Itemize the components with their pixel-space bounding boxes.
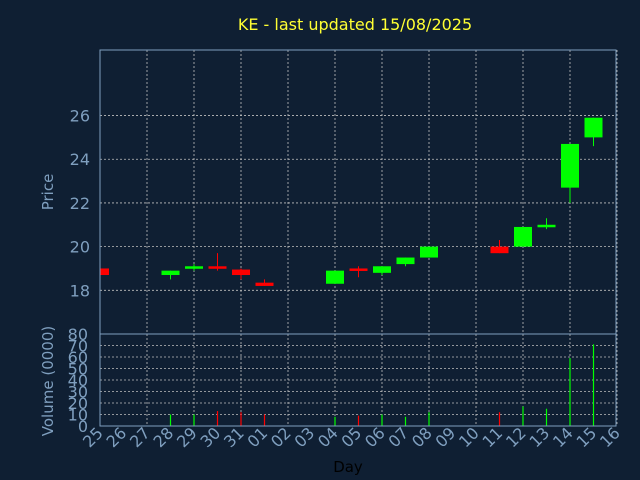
candle bbox=[232, 268, 250, 280]
candle-body bbox=[561, 143, 579, 188]
volume-tick-label: 40 bbox=[68, 371, 88, 390]
x-axis-label: Day bbox=[333, 458, 363, 476]
price-axis-ticks: 18 20 22 24 26 bbox=[70, 107, 90, 301]
volume-tick-label: 0 bbox=[78, 417, 88, 436]
candle bbox=[584, 117, 603, 147]
candle-body bbox=[208, 266, 227, 269]
candle bbox=[208, 253, 227, 271]
candle-body bbox=[490, 246, 509, 254]
volume-tick-label: 70 bbox=[68, 337, 88, 356]
candle bbox=[561, 143, 579, 203]
candle-body bbox=[185, 266, 203, 269]
candle-body bbox=[373, 266, 391, 273]
candle-body bbox=[232, 269, 250, 276]
volume-panel-frame bbox=[99, 333, 617, 427]
candle bbox=[396, 257, 415, 267]
candle-body bbox=[584, 117, 603, 138]
price-tick-label: 26 bbox=[70, 107, 90, 126]
candle-body bbox=[514, 226, 532, 247]
volume-tick-label: 10 bbox=[68, 406, 88, 425]
price-tick-label: 18 bbox=[70, 281, 90, 300]
candle-body bbox=[255, 282, 274, 286]
candle-body bbox=[537, 224, 556, 228]
candle bbox=[185, 264, 203, 271]
volume-grid bbox=[100, 334, 618, 426]
candle-body bbox=[161, 270, 180, 276]
candle-body bbox=[420, 246, 438, 258]
price-axis-label: Price bbox=[39, 174, 57, 211]
candle bbox=[490, 240, 509, 254]
volume-axis-label: Volume (0000) bbox=[39, 326, 57, 436]
candle bbox=[255, 279, 274, 286]
candle-body bbox=[100, 268, 109, 276]
candle-body bbox=[326, 270, 344, 284]
x-axis-ticks: 2526272829303101020304050607080910111213… bbox=[79, 423, 624, 451]
candle bbox=[161, 270, 180, 280]
volume-series bbox=[169, 344, 595, 426]
price-tick-label: 24 bbox=[70, 150, 90, 169]
candle-body bbox=[396, 257, 415, 265]
volume-tick-label: 30 bbox=[68, 383, 88, 402]
price-tick-label: 20 bbox=[70, 238, 90, 257]
price-grid bbox=[100, 50, 618, 334]
candle bbox=[349, 266, 368, 278]
candle bbox=[326, 270, 344, 284]
candle bbox=[420, 246, 438, 258]
price-tick-label: 22 bbox=[70, 194, 90, 213]
volume-tick-label: 60 bbox=[68, 348, 88, 367]
volume-tick-label: 20 bbox=[68, 394, 88, 413]
volume-tick-label: 80 bbox=[68, 325, 88, 344]
candle bbox=[514, 226, 532, 247]
volume-tick-label: 50 bbox=[68, 360, 88, 379]
candle bbox=[537, 218, 556, 230]
candlestick-series bbox=[99, 117, 603, 286]
chart-title: KE - last updated 15/08/2025 bbox=[238, 15, 472, 34]
candle-body bbox=[349, 268, 368, 271]
candle bbox=[373, 266, 391, 276]
